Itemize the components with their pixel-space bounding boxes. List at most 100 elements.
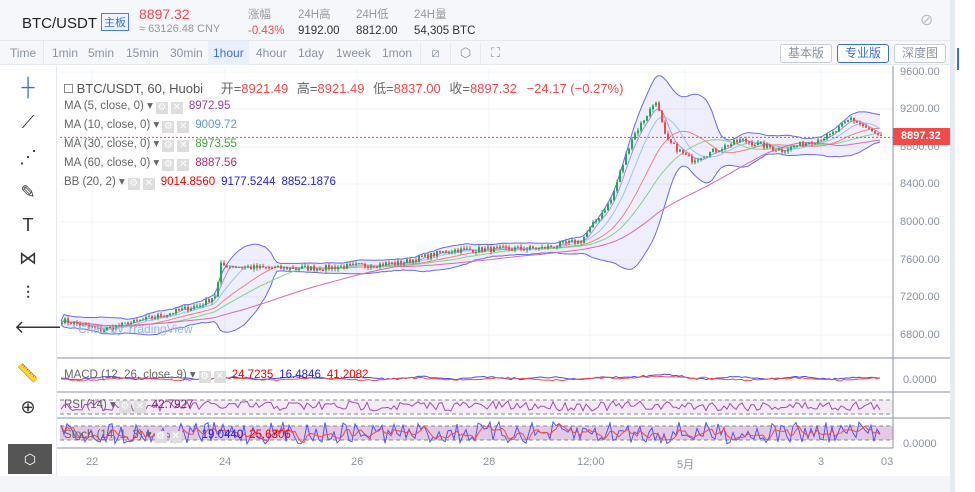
candle-body <box>457 249 459 253</box>
drawing-toolbar: ┼ ⟋ ⋰ ✎ T ⋈ ⫶ 🡐 📏 ⊕ ⬡ <box>0 66 62 476</box>
candle-body <box>76 321 78 324</box>
candle-body <box>376 267 378 269</box>
interval-5min[interactable]: 5min <box>88 46 115 60</box>
rsi-line <box>60 400 881 413</box>
candle-body <box>109 326 111 328</box>
candle-body <box>658 102 660 111</box>
ma60-legend[interactable]: MA (60, close, 0) ▾ ⚙ ✕ 8887.56 <box>64 157 237 171</box>
candle-body <box>748 141 750 143</box>
candle-body <box>202 305 204 307</box>
candle-body <box>310 266 312 271</box>
interval-1week[interactable]: 1week <box>336 46 371 60</box>
candle-body <box>253 265 255 269</box>
fib-channel-icon[interactable]: ⋰ <box>19 147 37 167</box>
candle-body <box>442 251 444 253</box>
bb-legend[interactable]: BB (20, 2) ▾ ⚙ ✕ 9014.8560 9177.5244 8852.187… <box>64 176 336 190</box>
interval-1min[interactable]: 1min <box>52 46 79 60</box>
cny-price: ≈ 63126.48 CNY <box>139 23 221 35</box>
collapse-icon[interactable] <box>64 84 73 93</box>
candle-body <box>244 266 246 268</box>
settings-hex-icon[interactable]: ⬡ <box>450 43 480 63</box>
candle-body <box>745 138 747 142</box>
zoom-in-icon[interactable]: ⊕ <box>20 397 36 417</box>
candle-body <box>571 240 573 242</box>
candle-body <box>367 266 369 268</box>
candle-body <box>835 131 837 133</box>
price-chart[interactable] <box>0 0 950 492</box>
candle-body <box>142 319 144 321</box>
text-icon[interactable]: T <box>22 215 34 235</box>
candle-body <box>286 266 288 270</box>
pattern-icon[interactable]: ⋈ <box>19 248 37 268</box>
candle-body <box>97 327 99 329</box>
basic-view-button[interactable]: 基本版 <box>780 44 832 63</box>
candle-body <box>418 255 420 262</box>
price-tick: 7200.00 <box>900 291 940 303</box>
candle-body <box>379 263 381 268</box>
candle-body <box>304 265 306 267</box>
interval-1mon[interactable]: 1mon <box>382 46 413 60</box>
series-title: BTC/USDT, 60, Huobi <box>76 81 204 96</box>
candle-body <box>730 144 732 147</box>
ma30-legend[interactable]: MA (30, close, 0) ▾ ⚙ ✕ 8973.55 <box>64 138 237 152</box>
tradingview-watermark[interactable]: Chart by TradingView <box>78 322 193 336</box>
candle-body <box>874 131 876 134</box>
candle-body <box>685 153 687 155</box>
interval-time[interactable]: Time <box>10 41 44 65</box>
fullscreen-icon[interactable]: ⛶ <box>480 43 510 63</box>
interval-1hour[interactable]: 1hour <box>208 41 249 65</box>
candle-body <box>592 222 594 228</box>
ma10-line <box>60 116 881 329</box>
rsi-legend[interactable]: RSI (14) ▾ ⚙ ✕ 42.7927 <box>64 399 194 413</box>
ruler-icon[interactable]: 📏 <box>16 363 40 383</box>
candle-body <box>328 264 330 270</box>
pro-view-button[interactable]: 专业版 <box>837 44 889 63</box>
candle-body <box>820 139 822 141</box>
candle-body <box>634 133 636 140</box>
candle-body <box>241 266 243 268</box>
candle-body <box>655 102 657 106</box>
interval-15min[interactable]: 15min <box>126 46 159 60</box>
ma60-line <box>60 139 881 327</box>
candle-body <box>406 259 408 263</box>
interval-1day[interactable]: 1day <box>298 46 325 60</box>
candle-body <box>799 141 801 146</box>
crosshair-icon[interactable]: ┼ <box>21 77 35 97</box>
candle-body <box>322 270 324 272</box>
depth-view-button[interactable]: 深度图 <box>894 44 946 63</box>
candle-body <box>523 249 525 251</box>
candle-body <box>517 246 519 248</box>
interval-4hour[interactable]: 4hour <box>256 46 287 60</box>
candle-body <box>760 142 762 144</box>
candle-body <box>106 327 108 331</box>
candle-body <box>340 266 342 268</box>
time-tick: 3 <box>818 456 825 468</box>
candle-body <box>598 218 600 221</box>
candle-body <box>466 248 468 250</box>
candle-body <box>265 267 267 269</box>
measure-icon[interactable]: ⫶ <box>25 283 31 303</box>
bollinger-basis <box>60 127 881 327</box>
candle-body <box>361 263 363 265</box>
lock-drawing-icon[interactable]: ⬡ <box>8 444 52 474</box>
stoch-legend[interactable]: Stoch (14, 1, 3) ▾ ⚙ ✕ 19.0440 25.6306 <box>64 429 291 443</box>
candle-body <box>139 319 141 321</box>
ma10-legend[interactable]: MA (10, close, 0) ▾ ⚙ ✕ 9009.72 <box>64 119 237 133</box>
candle-body <box>688 154 690 157</box>
trend-line-icon[interactable]: ⟋ <box>21 112 35 132</box>
ma5-legend[interactable]: MA (5, close, 0) ▾ ⚙ ✕ 8972.95 <box>64 100 231 114</box>
candle-body <box>82 324 84 326</box>
candle-body <box>616 182 618 191</box>
candle-body <box>553 246 555 248</box>
candle-body <box>337 267 339 270</box>
interval-30min[interactable]: 30min <box>170 46 203 60</box>
candle-body <box>415 259 417 262</box>
candle-body <box>358 263 360 265</box>
macd-legend[interactable]: MACD (12, 26, close, 9) ▾ ⚙ ✕ 24.7235 16.484… <box>64 369 369 383</box>
candle-body <box>754 145 756 147</box>
brush-icon[interactable]: ✎ <box>20 182 36 202</box>
time-tick: 28 <box>483 456 496 468</box>
chart-type-icon[interactable]: ⧄ <box>420 43 450 63</box>
theme-toggle-icon[interactable]: ⊘ <box>920 12 934 29</box>
candle-body <box>232 266 234 268</box>
